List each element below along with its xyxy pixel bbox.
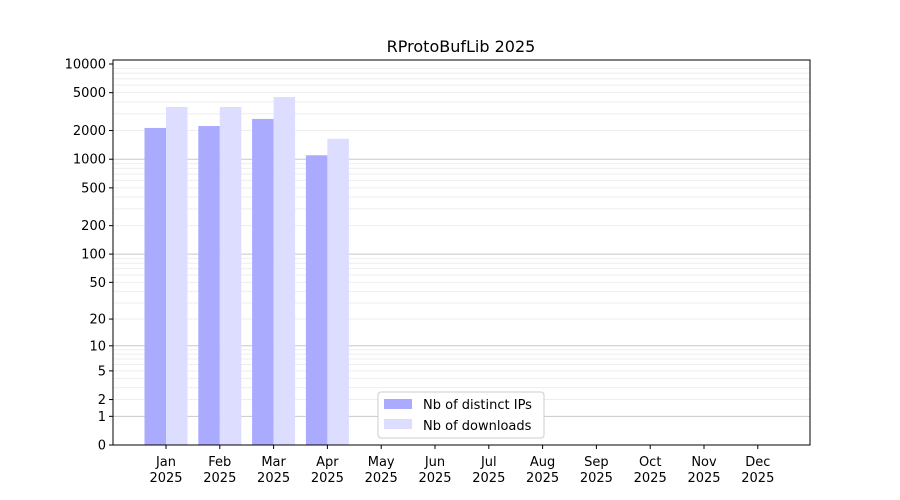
x-tick-label: Nov: [691, 455, 717, 470]
x-tick-label: 2025: [365, 471, 398, 486]
bar-downloads: [219, 106, 242, 445]
bar-downloads: [327, 138, 349, 446]
legend-label-ips: Nb of distinct IPs: [423, 398, 532, 413]
bar-ips: [252, 118, 274, 445]
x-tick-label: 2025: [687, 471, 720, 486]
x-tick-label: Oct: [639, 455, 661, 470]
x-tick-label: Apr: [316, 455, 339, 470]
x-tick-label: 2025: [526, 471, 559, 486]
y-tick-label: 50: [89, 276, 106, 291]
legend-swatch-ips: [384, 399, 412, 409]
y-tick-label: 1: [98, 410, 106, 425]
plot-frame: [112, 59, 811, 446]
x-tick-label: Feb: [208, 455, 231, 470]
x-tick-label: 2025: [418, 471, 451, 486]
x-tick-label: 2025: [634, 471, 667, 486]
x-tick-label: 2025: [311, 471, 344, 486]
bar-ips: [198, 126, 220, 446]
x-tick-label: May: [368, 455, 395, 470]
bar-ips: [144, 127, 166, 445]
y-tick-label: 20: [89, 313, 106, 328]
x-tick-label: Jun: [424, 455, 445, 470]
x-tick-label: 2025: [257, 471, 290, 486]
y-tick-label: 2000: [73, 124, 106, 139]
legend-swatch-downloads: [384, 419, 412, 429]
y-tick-label: 0: [98, 439, 106, 454]
y-tick-label: 100: [81, 248, 106, 263]
x-tick-label: 2025: [580, 471, 613, 486]
y-tick-label: 1000: [73, 153, 106, 168]
x-tick-label: Jan: [155, 455, 176, 470]
x-tick-label: 2025: [741, 471, 774, 486]
x-tick-label: 2025: [203, 471, 236, 486]
legend-label-downloads: Nb of downloads: [423, 419, 532, 434]
y-tick-label: 5: [98, 364, 106, 379]
x-tick-label: 2025: [149, 471, 182, 486]
x-tick-label: Dec: [745, 455, 770, 470]
x-tick-label: Aug: [530, 455, 555, 470]
chart-title: RProtoBufLib 2025: [387, 37, 536, 56]
y-tick-label: 10: [89, 339, 106, 354]
y-tick-label: 200: [81, 219, 106, 234]
x-tick-label: Sep: [584, 455, 609, 470]
y-tick-label: 2: [98, 393, 106, 408]
x-tick-label: Mar: [261, 455, 286, 470]
bar-downloads: [166, 106, 188, 445]
y-tick-label: 10000: [65, 58, 106, 73]
y-tick-label: 5000: [73, 86, 106, 101]
y-tick-label: 500: [81, 181, 106, 196]
legend: Nb of distinct IPs Nb of downloads: [377, 391, 545, 439]
x-tick-label: Jul: [480, 455, 497, 470]
bar-ips: [305, 155, 328, 446]
bar-downloads: [273, 97, 296, 445]
x-tick-label: 2025: [472, 471, 505, 486]
